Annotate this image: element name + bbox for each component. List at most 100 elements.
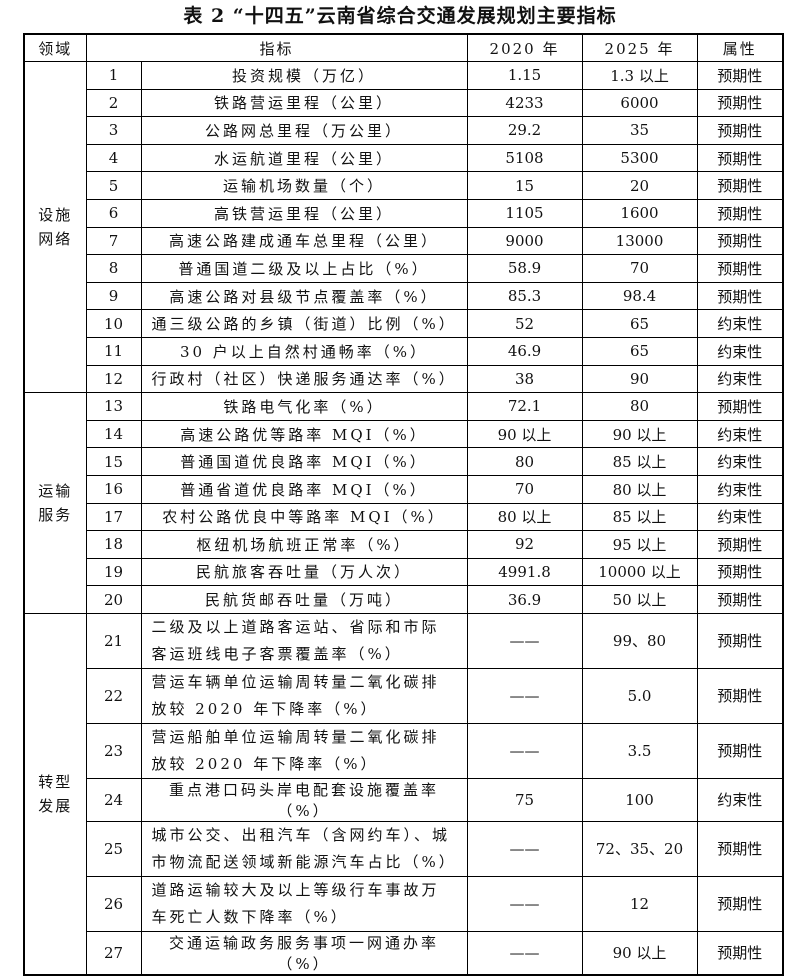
attribute: 预期性 (696, 930, 784, 976)
attribute: 预期性 (696, 116, 784, 145)
table-row: 9 高速公路对县级节点覆盖率（%） 85.3 98.4 预期性 (24, 281, 784, 311)
table-row: 2 铁路营运里程（公里） 4233 6000 预期性 (24, 88, 784, 118)
value-2020: 15 (466, 171, 583, 200)
table-row: 10 通三级公路的乡镇（街道）比例（%） 52 65 约束性 (24, 309, 784, 338)
row-number: 10 (85, 309, 142, 338)
indicator: 农村公路优良中等路率 MQI（%） (140, 502, 468, 532)
indicator: 运输机场数量（个） (140, 171, 468, 200)
table-row: 16 普通省道优良路率 MQI（%） 70 80 以上 约束性 (24, 474, 784, 504)
row-number: 27 (85, 930, 142, 976)
indicator: 高速公路优等路率 MQI（%） (140, 419, 468, 449)
domain-cell: 运输服务 (23, 392, 87, 614)
row-number: 9 (85, 281, 142, 311)
attribute: 约束性 (696, 777, 784, 822)
attribute: 预期性 (696, 585, 784, 614)
value-2020: 4991.8 (466, 557, 583, 587)
table-row: 8 普通国道二级及以上占比（%） 58.9 70 预期性 (24, 254, 784, 283)
value-2020: 90 以上 (466, 419, 583, 449)
value-2020: 1.15 (466, 61, 583, 90)
domain-cell: 设施网络 (23, 60, 87, 394)
table-row: 7 高速公路建成通车总里程（公里） 9000 13000 预期性 (24, 226, 784, 256)
attribute: 预期性 (696, 820, 784, 877)
header-cell: 2025 年 (581, 33, 698, 62)
row-number: 21 (85, 612, 142, 669)
table-row: 27 交通运输政务服务事项一网通办率（%） —— 90 以上 预期性 (24, 930, 784, 976)
value-2020: 70 (466, 474, 583, 504)
table-row: 26 道路运输较大及以上等级行车事故万车死亡人数下降率（%） —— 12 预期性 (24, 875, 784, 932)
attribute: 预期性 (696, 281, 784, 311)
value-2025: 65 (581, 336, 698, 366)
table-row: 14 高速公路优等路率 MQI（%） 90 以上 90 以上 约束性 (24, 419, 784, 449)
header-cell: 属性 (696, 33, 784, 62)
attribute: 预期性 (696, 198, 784, 228)
indicator: 水运航道里程（公里） (140, 143, 468, 173)
attribute: 预期性 (696, 557, 784, 587)
row-number: 1 (85, 61, 142, 90)
row-number: 15 (85, 447, 142, 476)
row-number: 16 (85, 474, 142, 504)
value-2025: 5.0 (581, 667, 698, 724)
row-number: 19 (85, 557, 142, 587)
value-2025: 90 以上 (581, 419, 698, 449)
indicator: 投资规模（万亿） (140, 61, 468, 90)
table-row: 3 公路网总里程（万公里） 29.2 35 预期性 (24, 116, 784, 145)
header-cell: 领域 (23, 33, 87, 62)
row-number: 25 (85, 820, 142, 877)
table-row: 15 普通国道优良路率 MQI（%） 80 85 以上 约束性 (24, 447, 784, 476)
attribute: 预期性 (696, 612, 784, 669)
indicator: 二级及以上道路客运站、省际和市际客运班线电子客票覆盖率（%） (140, 612, 468, 669)
value-2025: 85 以上 (581, 447, 698, 476)
indicator: 营运船舶单位运输周转量二氧化碳排放较 2020 年下降率（%） (140, 722, 468, 779)
attribute: 预期性 (696, 226, 784, 256)
indicator: 普通国道二级及以上占比（%） (140, 254, 468, 283)
table-row: 22 营运车辆单位运输周转量二氧化碳排放较 2020 年下降率（%） —— 5.0 预期… (24, 667, 784, 724)
indicator: 枢纽机场航班正常率（%） (140, 530, 468, 559)
table-row: 23 营运船舶单位运输周转量二氧化碳排放较 2020 年下降率（%） —— 3.5 预期… (24, 722, 784, 779)
attribute: 约束性 (696, 447, 784, 476)
row-number: 20 (85, 585, 142, 614)
value-2020: —— (466, 875, 583, 932)
table-row: 18 枢纽机场航班正常率（%） 92 95 以上 预期性 (24, 530, 784, 559)
value-2025: 100 (581, 777, 698, 822)
table-row: 6 高铁营运里程（公里） 1105 1600 预期性 (24, 198, 784, 228)
domain-label: 转型发展 (38, 772, 73, 815)
table-row: 5 运输机场数量（个） 15 20 预期性 (24, 171, 784, 200)
value-2020: 85.3 (466, 281, 583, 311)
indicator: 民航旅客吞吐量（万人次） (140, 557, 468, 587)
value-2020: —— (466, 667, 583, 724)
row-number: 26 (85, 875, 142, 932)
attribute: 预期性 (696, 88, 784, 118)
value-2025: 50 以上 (581, 585, 698, 614)
value-2025: 20 (581, 171, 698, 200)
value-2020: 29.2 (466, 116, 583, 145)
header-row: 领域 指标 2020 年 2025 年属性 (23, 33, 784, 62)
row-number: 2 (85, 88, 142, 118)
table-row: 17 农村公路优良中等路率 MQI（%） 80 以上 85 以上 约束性 (24, 502, 784, 532)
header-cell: 指标 (85, 33, 468, 62)
row-number: 18 (85, 530, 142, 559)
attribute: 预期性 (696, 392, 784, 421)
attribute: 预期性 (696, 667, 784, 724)
value-2020: 80 (466, 447, 583, 476)
value-2025: 1600 (581, 198, 698, 228)
attribute: 预期性 (696, 61, 784, 90)
row-number: 3 (85, 116, 142, 145)
value-2025: 70 (581, 254, 698, 283)
indicator: 高铁营运里程（公里） (140, 198, 468, 228)
value-2025: 65 (581, 309, 698, 338)
value-2020: 9000 (466, 226, 583, 256)
attribute: 约束性 (696, 419, 784, 449)
indicator: 道路运输较大及以上等级行车事故万车死亡人数下降率（%） (140, 875, 468, 932)
value-2025: 90 (581, 364, 698, 394)
table-row: 20 民航货邮吞吐量（万吨） 36.9 50 以上 预期性 (24, 585, 784, 614)
domain-label: 设施网络 (38, 206, 73, 249)
domain-label: 运输服务 (38, 482, 73, 524)
indicator: 行政村（社区）快递服务通达率（%） (140, 364, 468, 394)
value-2020: 92 (466, 530, 583, 559)
row-number: 23 (85, 722, 142, 779)
row-number: 7 (85, 226, 142, 256)
value-2020: 36.9 (466, 585, 583, 614)
value-2025: 80 以上 (581, 474, 698, 504)
indicator: 重点港口码头岸电配套设施覆盖率（%） (140, 777, 468, 822)
